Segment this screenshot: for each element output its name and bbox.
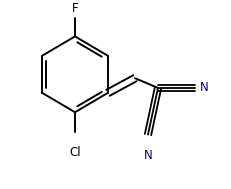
Text: N: N [200, 81, 209, 94]
Text: Cl: Cl [69, 146, 81, 159]
Text: N: N [144, 149, 152, 162]
Text: F: F [72, 2, 78, 15]
